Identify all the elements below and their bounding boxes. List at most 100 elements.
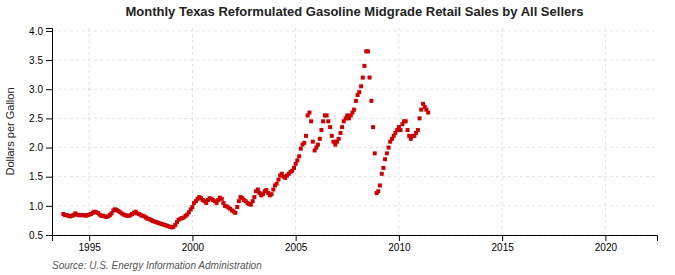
point (321, 119, 325, 123)
tick-mark (46, 235, 52, 236)
tick: 2020 (595, 235, 618, 253)
point (352, 108, 356, 112)
tick: 1.5 (29, 171, 52, 182)
point (338, 131, 342, 135)
tick: 4.0 (29, 26, 52, 37)
point (256, 188, 260, 192)
point (371, 125, 375, 129)
tick: 2015 (492, 235, 515, 253)
grid-line (502, 28, 503, 235)
point (373, 151, 377, 155)
point (251, 199, 255, 203)
tick-label: 2.0 (29, 142, 43, 153)
point (302, 141, 306, 145)
point (368, 76, 372, 80)
grid-line (52, 89, 657, 90)
tick-mark (192, 235, 193, 241)
point (340, 125, 344, 129)
point (404, 119, 408, 123)
point (406, 128, 410, 132)
grid-line (605, 28, 606, 235)
tick-label: 1.0 (29, 201, 43, 212)
point (369, 99, 373, 103)
tick-mark (46, 148, 52, 149)
point (309, 119, 313, 123)
tick: 2010 (388, 235, 411, 253)
chart-container: 1995 2000 2005 2010 2015 2020 0.5 1.0 1.5 2.0 2.5 3… (0, 0, 675, 275)
tick-mark (296, 235, 297, 241)
point (426, 111, 430, 115)
tick-mark (502, 235, 503, 241)
point (294, 162, 298, 166)
tick: 2000 (182, 235, 205, 253)
point (307, 111, 311, 115)
axis-line (53, 236, 658, 242)
point (419, 108, 423, 112)
tick: 3.0 (29, 84, 52, 95)
tick-mark (46, 60, 52, 61)
tick: 1.0 (29, 201, 52, 212)
tick-label: 3.5 (29, 55, 43, 66)
tick-mark (46, 177, 52, 178)
point (381, 166, 385, 170)
point (311, 140, 315, 144)
point (269, 192, 273, 196)
tick-label: 0.5 (29, 230, 43, 241)
point (399, 128, 403, 132)
tick-label: 2000 (182, 242, 205, 253)
chart: 1995 2000 2005 2010 2015 2020 0.5 1.0 1.5 2.0 2.5 3… (0, 0, 675, 275)
point (237, 199, 241, 203)
tick-mark (605, 235, 606, 241)
point (249, 203, 253, 207)
tick-label: 3.0 (29, 84, 43, 95)
point (299, 147, 303, 151)
point (292, 166, 296, 170)
tick-label: 2020 (595, 242, 618, 253)
y-axis-title: Dollars per Gallon (4, 87, 16, 175)
tick-mark (46, 31, 52, 32)
tick-label: 2.5 (29, 113, 43, 124)
grid-line (52, 176, 657, 177)
title: Monthly Texas Reformulated Gasoline Midg… (125, 4, 583, 19)
grid-line (52, 147, 657, 148)
tick: 1995 (79, 235, 102, 253)
point (383, 157, 387, 161)
point (271, 188, 275, 192)
point (387, 146, 391, 150)
point (297, 154, 301, 158)
point (337, 137, 341, 141)
point (380, 172, 384, 176)
grid-line (52, 118, 657, 119)
point (325, 113, 329, 117)
grid-line (295, 28, 296, 235)
point (220, 197, 224, 201)
grid-line (52, 60, 657, 61)
point (357, 90, 361, 94)
tick-label: 1995 (79, 242, 102, 253)
tick: 2.5 (29, 113, 52, 124)
point (366, 49, 370, 53)
point (316, 143, 320, 147)
point (328, 125, 332, 129)
grid-line (52, 205, 657, 206)
grid (52, 28, 657, 235)
point (319, 128, 323, 132)
point (277, 178, 281, 182)
tick-mark (399, 235, 400, 241)
tick-label: 2005 (285, 242, 308, 253)
point (418, 116, 422, 120)
point (235, 205, 239, 209)
point (416, 128, 420, 132)
tick: 2.0 (29, 142, 52, 153)
point (359, 84, 363, 88)
tick: 2005 (285, 235, 308, 253)
points (61, 49, 430, 229)
point (362, 64, 366, 68)
point (385, 151, 389, 155)
point (252, 195, 256, 199)
point (318, 137, 322, 141)
point (275, 182, 279, 186)
tick-mark (46, 206, 52, 207)
point (354, 99, 358, 103)
annotation: Source: U.S. Energy Information Administ… (52, 260, 262, 271)
